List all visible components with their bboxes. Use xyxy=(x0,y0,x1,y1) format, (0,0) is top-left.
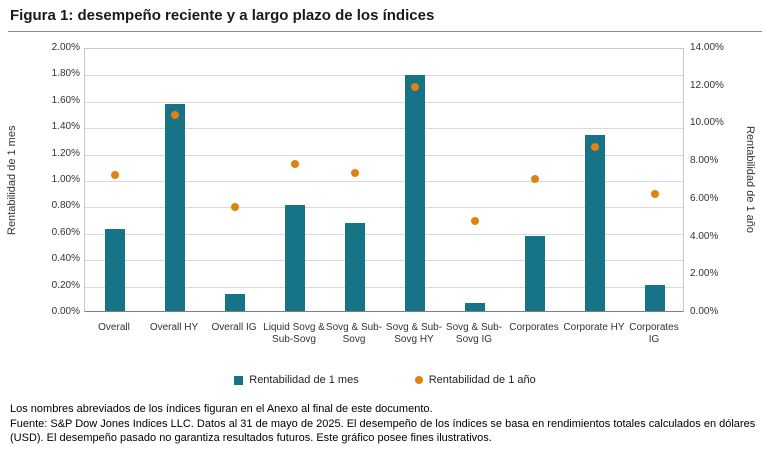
gridline xyxy=(85,286,683,288)
bar-series-swatch xyxy=(234,375,244,385)
gridline xyxy=(85,260,683,262)
right-axis-tick: 12.00% xyxy=(690,79,724,91)
figure-title: Figura 1: desempeño reciente y a largo p… xyxy=(10,7,435,24)
legend-item-point: Rentabilidad de 1 año xyxy=(414,374,536,386)
left-axis-tick: 0.20% xyxy=(51,279,80,291)
legend: Rentabilidad de 1 mes Rentabilidad de 1 … xyxy=(0,374,770,386)
right-axis-tick: 2.00% xyxy=(690,268,719,280)
category-label: Corporates IG xyxy=(629,322,679,345)
left-axis-tick: 1.00% xyxy=(51,174,80,185)
bar xyxy=(345,222,365,311)
data-point xyxy=(111,171,119,180)
category-label: Overall IG xyxy=(211,322,257,333)
left-axis-tick: 2.00% xyxy=(51,42,80,53)
title-divider xyxy=(8,31,762,32)
category-label: Sovg & Sub-Sovg IG xyxy=(445,322,503,345)
left-axis-tick: 1.80% xyxy=(51,68,80,80)
right-axis-tick: 10.00% xyxy=(690,117,724,129)
left-axis-tick: 1.20% xyxy=(51,147,80,159)
bar xyxy=(645,284,665,311)
gridline xyxy=(85,128,683,130)
left-axis-tick: 1.40% xyxy=(51,121,80,133)
left-axis-tick: 0.00% xyxy=(51,306,80,317)
combo-chart: Rentabilidad de 1 mes Rentabilidad de 1 … xyxy=(0,36,770,396)
category-label: Overall HY xyxy=(149,322,199,333)
right-axis-title: Rentabilidad de 1 año xyxy=(744,126,756,234)
point-series-swatch xyxy=(414,376,423,384)
bar xyxy=(165,103,185,311)
bar xyxy=(405,74,425,311)
category-label: Corporates xyxy=(509,322,559,333)
legend-label-point: Rentabilidad de 1 año xyxy=(428,374,536,386)
category-label: Sovg & Sub-Sovg xyxy=(325,322,383,345)
bar xyxy=(525,235,545,311)
bar xyxy=(465,303,485,311)
data-point xyxy=(651,190,659,199)
footnote-line-2: Fuente: S&P Dow Jones Indices LLC. Datos… xyxy=(10,417,756,445)
left-axis-tick: 0.80% xyxy=(51,200,80,212)
footnotes: Los nombres abreviados de los índices fi… xyxy=(10,402,762,446)
left-axis-tick: 0.40% xyxy=(51,253,80,265)
data-point xyxy=(291,160,299,169)
data-point xyxy=(471,216,479,225)
right-axis-tick: 8.00% xyxy=(690,155,719,167)
left-axis-tick: 1.60% xyxy=(51,94,80,106)
bar xyxy=(225,293,245,311)
category-label: Liquid Sovg & Sub-Sovg xyxy=(263,322,325,345)
gridline xyxy=(85,154,683,156)
left-axis-title: Rentabilidad de 1 mes xyxy=(6,125,18,235)
gridline xyxy=(85,75,683,77)
left-axis-tick: 0.60% xyxy=(51,226,80,238)
category-label: Corporate HY xyxy=(563,322,625,333)
right-axis-tick: 14.00% xyxy=(690,42,724,53)
data-point xyxy=(411,82,419,91)
data-point xyxy=(231,203,239,212)
bar xyxy=(105,229,125,311)
data-point xyxy=(171,111,179,119)
data-point xyxy=(351,169,359,178)
bar xyxy=(585,135,605,311)
gridline xyxy=(85,181,683,182)
legend-label-bar: Rentabilidad de 1 mes xyxy=(249,374,359,386)
legend-item-bar: Rentabilidad de 1 mes xyxy=(234,374,359,386)
data-point xyxy=(591,143,599,152)
right-axis-tick: 4.00% xyxy=(690,230,719,242)
plot-area xyxy=(84,48,684,312)
right-axis-tick: 0.00% xyxy=(690,306,719,317)
gridline xyxy=(85,101,683,103)
gridline xyxy=(85,233,683,235)
category-label: Sovg & Sub-Sovg HY xyxy=(385,322,443,345)
gridline xyxy=(85,207,683,209)
footnote-line-1: Los nombres abreviados de los índices fi… xyxy=(10,403,433,415)
right-axis-tick: 6.00% xyxy=(690,192,719,204)
bar xyxy=(285,205,305,311)
category-label: Overall xyxy=(98,322,130,333)
data-point xyxy=(531,175,539,184)
